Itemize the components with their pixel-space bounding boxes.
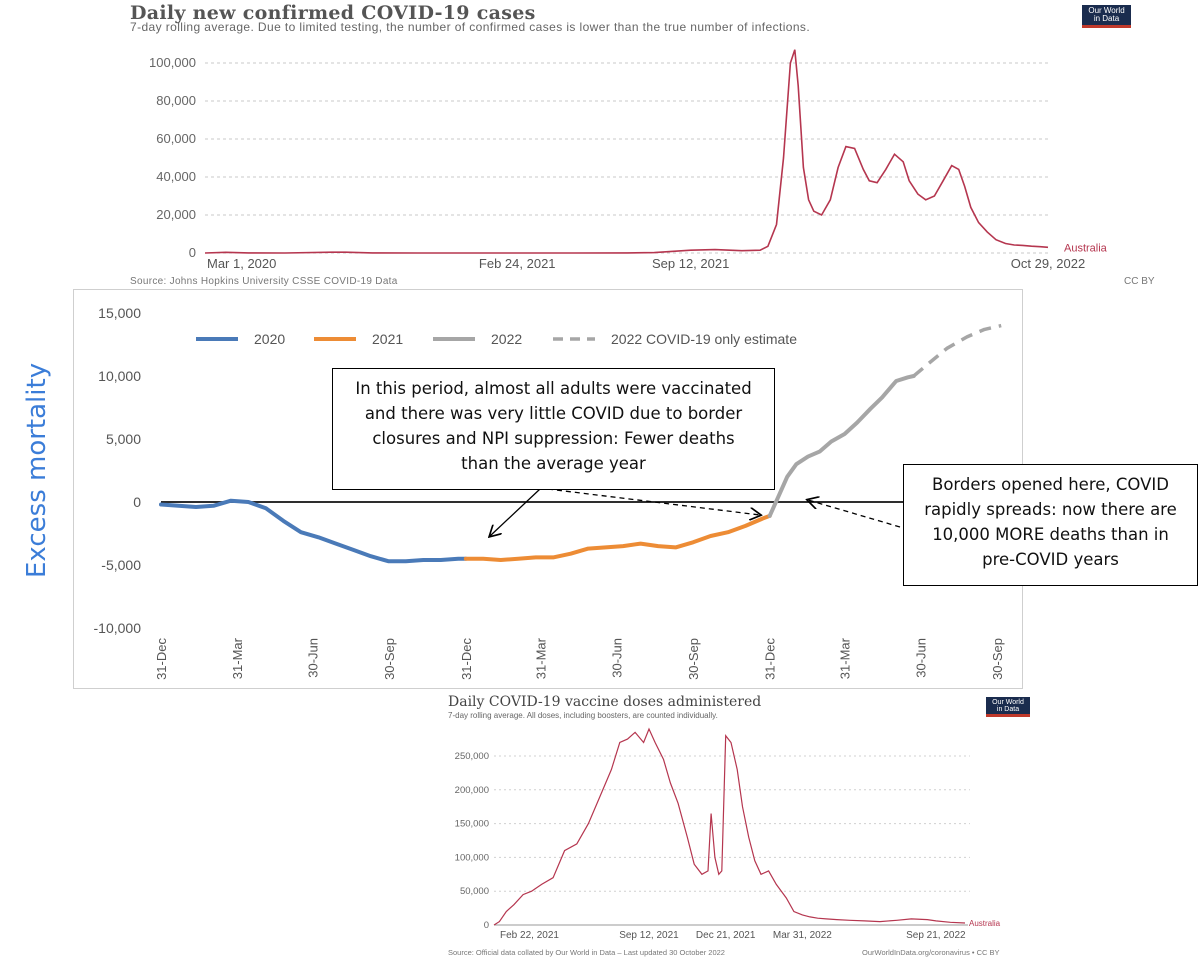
vax-y-tick-label: 100,000 [455, 852, 489, 863]
vax-y-tick-label: 150,000 [455, 819, 489, 830]
vax-x-tick-label: Mar 31, 2022 [773, 930, 832, 941]
em-x-tick-label: 30-Sep [382, 638, 397, 680]
em-y-tick-label: 5,000 [106, 431, 141, 447]
em-y-tick-label: 15,000 [98, 305, 141, 321]
cases-series-label: Australia [1064, 242, 1108, 254]
em-legend-label-2: 2022 [491, 331, 522, 347]
cases-y-tick-label: 20,000 [156, 207, 196, 222]
vax-y-tick-label: 50,000 [460, 886, 489, 897]
em-x-tick-label: 31-Mar [838, 637, 853, 679]
em-series-line-3 [912, 323, 1002, 378]
em-legend-label-1: 2021 [372, 331, 403, 347]
vaccine-chart-source: Source: Official data collated by Our Wo… [448, 948, 725, 957]
excess-mortality-plot: -10,000 -5,000 0 5,000 10,000 15,000 31-Dec 31-… [94, 305, 1005, 680]
cases-y-tick-label: 100,000 [149, 55, 196, 70]
em-x-tick-label: 31-Dec [154, 638, 169, 680]
em-series-line-0 [159, 498, 468, 564]
cases-y-tick-label: 0 [189, 245, 196, 260]
em-y-tick-label: -10,000 [94, 620, 142, 636]
vax-x-tick-label: Dec 21, 2021 [696, 930, 756, 941]
vax-y-tick-label: 250,000 [455, 751, 489, 762]
vax-series-line [493, 727, 966, 926]
em-arrow-vaccination [490, 488, 541, 536]
vax-x-tick-label: Sep 21, 2022 [906, 930, 966, 941]
em-x-tick-label: 31-Dec [763, 638, 778, 680]
cases-chart-plot: 0 20,000 40,000 60,000 80,000 100,000 Mar 1, 2… [149, 49, 1108, 271]
cases-x-tick-label: Oct 29, 2022 [1011, 256, 1085, 271]
em-legend-label-0: 2020 [254, 331, 285, 347]
vax-y-tick-label: 0 [484, 920, 489, 931]
vax-y-tick-label: 200,000 [455, 785, 489, 796]
cases-y-tick-label: 40,000 [156, 169, 196, 184]
em-x-tick-label: 31-Mar [230, 637, 245, 679]
cases-series-line [204, 49, 1049, 254]
em-y-tick-label: 10,000 [98, 368, 141, 384]
vaccine-chart-title: Daily COVID-19 vaccine doses administere… [448, 694, 762, 710]
em-y-tick-label: 0 [133, 494, 141, 510]
em-x-tick-label: 30-Jun [306, 638, 321, 678]
em-series-line-2 [767, 374, 916, 518]
callout-vaccination-period: In this period, almost all adults were v… [332, 368, 775, 490]
em-arrow-borders [808, 500, 901, 528]
cases-y-tick-label: 80,000 [156, 93, 196, 108]
callout-borders-opened: Borders opened here, COVID rapidly sprea… [903, 464, 1198, 586]
cases-chart-source: Source: Johns Hopkins University CSSE CO… [130, 276, 398, 287]
cases-x-tick-label: Mar 1, 2020 [207, 256, 276, 271]
em-x-tick-label: 30-Jun [609, 638, 624, 678]
vaccine-chart-footer: OurWorldInData.org/coronavirus • CC BY [862, 948, 1000, 957]
em-x-tick-label: 30-Sep [990, 638, 1005, 680]
em-x-tick-label: 30-Jun [913, 638, 928, 678]
em-x-tick-label: 30-Sep [686, 638, 701, 680]
cases-chart-subtitle: 7-day rolling average. Due to limited te… [130, 20, 811, 34]
cases-x-tick-label: Sep 12, 2021 [652, 256, 729, 271]
cases-y-tick-label: 60,000 [156, 131, 196, 146]
owid-logo-top-line2: in Data [1093, 14, 1120, 23]
owid-logo-bottom-line1: Our World [992, 699, 1024, 706]
cases-chart-title: Daily new confirmed COVID-19 cases [130, 2, 536, 24]
owid-logo-bottom: Our World in Data [986, 697, 1030, 717]
vax-x-tick-label: Feb 22, 2021 [500, 930, 559, 941]
vaccine-chart-subtitle: 7-day rolling average. All doses, includ… [448, 711, 718, 720]
em-series-line-1 [463, 513, 772, 562]
em-y-tick-label: -5,000 [101, 557, 141, 573]
cases-x-tick-label: Feb 24, 2021 [479, 256, 556, 271]
vax-series-label: Australia [969, 919, 1001, 928]
em-x-tick-label: 31-Mar [534, 637, 549, 679]
em-legend-label-3: 2022 COVID-19 only estimate [611, 331, 797, 347]
vax-x-tick-label: Sep 12, 2021 [619, 930, 679, 941]
cases-chart-license: CC BY [1124, 276, 1155, 287]
owid-logo-top: Our World in Data [1082, 5, 1131, 28]
owid-logo-bottom-line2: in Data [996, 706, 1020, 713]
em-x-tick-label: 31-Dec [459, 638, 474, 680]
owid-logo-top-line1: Our World [1088, 6, 1125, 15]
